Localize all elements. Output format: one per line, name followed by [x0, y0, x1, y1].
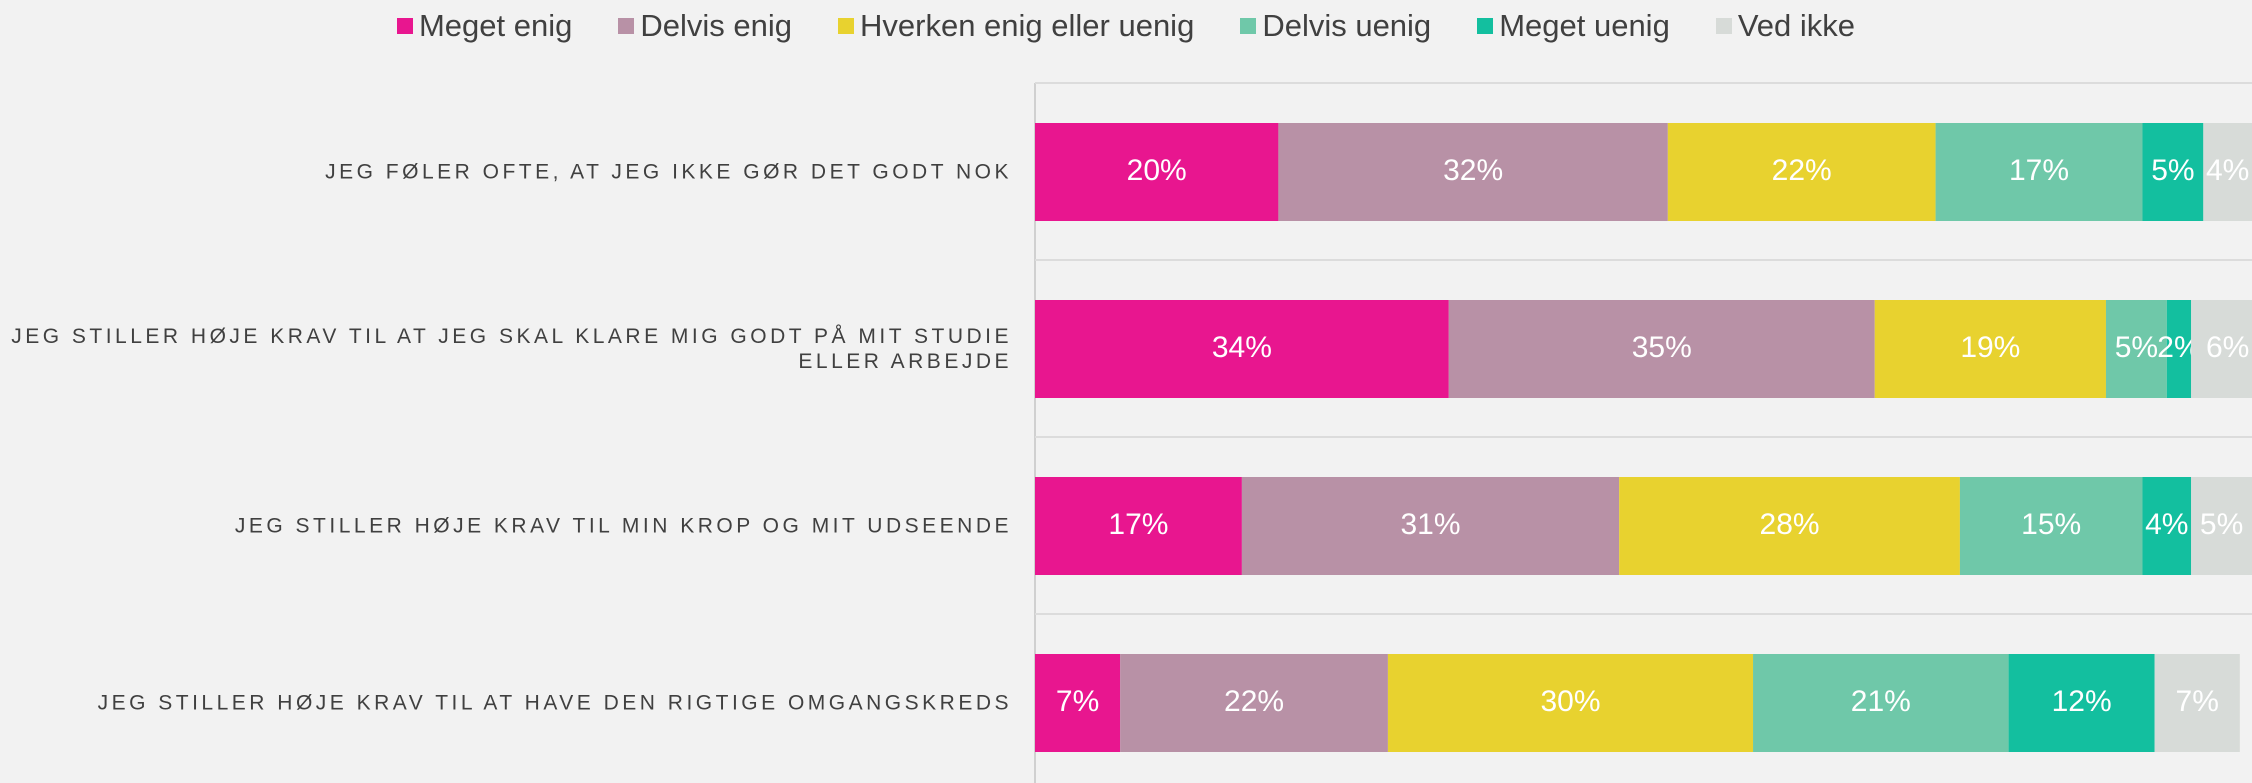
- legend-item: Meget uenig: [1477, 8, 1670, 44]
- legend-swatch: [618, 18, 635, 34]
- bar-segment: [1035, 477, 1242, 575]
- bar-segment: [1935, 123, 2143, 221]
- legend-label: Hverken enig eller uenig: [860, 8, 1195, 43]
- bar-segment: [1448, 300, 1875, 398]
- category-label: JEG STILLER HØJE KRAV TIL AT JEG SKAL KL…: [11, 325, 1012, 373]
- bars: 20% 32% 22% 17% 5% 4%34% 35% 19% 5% 2% 6%17% 31% 28%…: [1035, 123, 2252, 752]
- bar-segment: [2191, 300, 2252, 398]
- bar-segment: [1959, 477, 2143, 575]
- bar-segment: [2008, 654, 2155, 752]
- legend-item: Ved ikke: [1715, 8, 1856, 44]
- bar-segment: [1387, 654, 1754, 752]
- bar-segment: [2191, 477, 2252, 575]
- data-label: 4%: [2145, 508, 2188, 541]
- bar-segment: [2105, 300, 2167, 398]
- data-label: 5%: [2115, 331, 2158, 364]
- bar-segment: [1035, 300, 1449, 398]
- data-label: 7%: [1056, 685, 1099, 718]
- data-label: 17%: [1108, 508, 1168, 541]
- legend-label: Meget uenig: [1499, 8, 1670, 43]
- bar-segment: [1753, 654, 2009, 752]
- bar-segment: [2154, 654, 2240, 752]
- category-label: JEG STILLER HØJE KRAV TIL MIN KROP OG MI…: [234, 514, 1012, 538]
- bar-segment: [1035, 123, 1279, 221]
- data-label: 31%: [1401, 508, 1461, 541]
- legend-item: Hverken enig eller uenig: [838, 8, 1194, 44]
- data-label: 5%: [2151, 154, 2194, 187]
- bar-segment: [1667, 123, 1936, 221]
- data-label: 22%: [1224, 685, 1284, 718]
- data-label: 34%: [1212, 331, 1272, 364]
- data-label: 12%: [2052, 685, 2112, 718]
- legend-item: Meget enig: [396, 8, 573, 44]
- legend-swatch: [1477, 18, 1494, 34]
- legend-item: Delvis uenig: [1240, 8, 1431, 44]
- data-label: 17%: [2009, 154, 2069, 187]
- category-label: JEG FØLER OFTE, AT JEG IKKE GØR DET GODT…: [325, 160, 1012, 184]
- bar-segment: [2166, 300, 2192, 398]
- legend-swatch: [1240, 18, 1257, 34]
- bar-segment: [1278, 123, 1668, 221]
- data-label: 21%: [1851, 685, 1911, 718]
- data-label: 28%: [1760, 508, 1820, 541]
- legend-swatch: [838, 18, 854, 34]
- bar-segment: [1120, 654, 1388, 752]
- data-label: 32%: [1443, 154, 1503, 187]
- data-label: 6%: [2206, 331, 2249, 364]
- legend-label: Ved ikke: [1737, 8, 1856, 43]
- bar-segment: [2142, 477, 2192, 575]
- data-label: 7%: [2176, 685, 2219, 718]
- legend-label: Delvis enig: [640, 8, 792, 43]
- data-label: 4%: [2206, 154, 2249, 187]
- bar-segment: [1241, 477, 1620, 575]
- legend: Meget enig Delvis enig Hverken enig eller …: [0, 8, 2252, 44]
- data-label: 20%: [1127, 154, 1187, 187]
- legend-item: Delvis enig: [618, 8, 792, 44]
- data-label: 30%: [1540, 685, 1600, 718]
- legend-label: Meget enig: [418, 8, 573, 43]
- bar-segment: [2203, 123, 2252, 221]
- legend-label: Delvis uenig: [1262, 8, 1432, 43]
- data-label: 22%: [1772, 154, 1832, 187]
- bar-segment: [1035, 654, 1121, 752]
- category-label: JEG STILLER HØJE KRAV TIL AT HAVE DEN RI…: [97, 691, 1012, 715]
- data-label: 5%: [2200, 508, 2243, 541]
- bar-segment: [1619, 477, 1960, 575]
- data-label: 35%: [1632, 331, 1692, 364]
- bar-segment: [2142, 123, 2204, 221]
- legend-swatch: [396, 18, 413, 34]
- data-label: 15%: [2021, 508, 2081, 541]
- legend-swatch: [1715, 18, 1732, 34]
- bar-segment: [1874, 300, 2106, 398]
- data-label: 19%: [1960, 331, 2020, 364]
